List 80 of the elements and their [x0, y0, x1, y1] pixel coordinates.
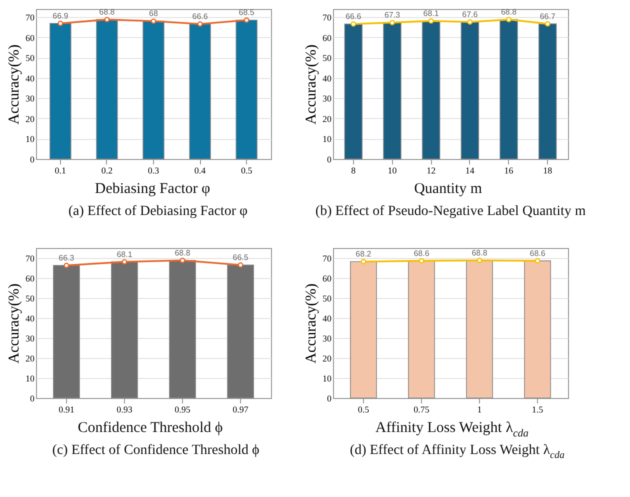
y-tick-label: 10 [322, 134, 332, 144]
data-label: 68.6 [414, 248, 430, 258]
x-tick-label: 0.93 [116, 404, 133, 414]
data-label: 68.8 [472, 248, 488, 258]
y-axis-title: Accuracy(%) [6, 284, 22, 364]
data-label: 66.6 [346, 12, 362, 21]
data-label: 67.6 [462, 10, 478, 19]
x-tick-label: 16 [504, 166, 514, 176]
x-tick-label: 8 [351, 166, 356, 176]
y-tick-label: 20 [26, 354, 35, 364]
y-tick-label: 70 [26, 254, 35, 264]
data-label: 66.3 [58, 253, 75, 262]
y-tick-label: 40 [26, 314, 35, 324]
x-tick-label: 0.5 [358, 404, 370, 414]
x-tick-label: 0.2 [101, 166, 113, 176]
y-tick-label: 70 [322, 254, 332, 264]
y-tick-label: 40 [322, 314, 332, 324]
y-tick-label: 30 [322, 94, 332, 104]
text: (c) Effect of Confidence Threshold ϕ [52, 443, 260, 458]
x-tick-label: 1.5 [532, 404, 544, 414]
x-tick-label: 18 [543, 166, 553, 176]
y-tick-label: 30 [26, 94, 35, 104]
y-tick-label: 50 [322, 294, 332, 304]
data-label: 67.3 [384, 10, 401, 20]
text: (b) Effect of Pseudo-Negative Label Quantity m [315, 204, 586, 219]
x-tick-label: 10 [388, 166, 398, 176]
y-tick-label: 60 [26, 274, 35, 284]
y-axis-title: Accuracy(%) [304, 44, 320, 124]
y-axis-title: Accuracy(%) [6, 44, 22, 124]
x-tick-label: 1 [477, 404, 482, 414]
y-tick-label: 70 [322, 12, 332, 23]
y-tick-label: 30 [322, 334, 332, 344]
x-tick-label: 0.4 [194, 166, 206, 176]
x-tick-label: 0.97 [232, 404, 249, 414]
y-axis-title: Accuracy(%) [304, 284, 320, 364]
data-label: 68.8 [174, 248, 191, 258]
y-tick-label: 60 [26, 32, 35, 43]
y-tick-label: 60 [322, 274, 332, 284]
y-tick-label: 0 [327, 154, 332, 164]
data-label: 68.1 [116, 250, 133, 259]
x-axis-title: Quantity m [414, 181, 482, 197]
y-tick-label: 10 [26, 134, 35, 144]
data-label: 68 [149, 9, 158, 18]
y-tick-label: 30 [26, 334, 35, 344]
x-axis-title: Debiasing Factor φ [94, 181, 211, 197]
y-tick-label: 0 [30, 154, 35, 164]
data-label: 68.8 [500, 8, 518, 17]
data-label: 68.8 [99, 8, 116, 17]
y-tick-label: 0 [327, 394, 332, 404]
x-tick-label: 12 [426, 166, 436, 176]
y-tick-label: 20 [26, 114, 35, 124]
y-tick-label: 70 [26, 12, 35, 23]
y-tick-label: 10 [26, 374, 35, 384]
data-label: 66.6 [192, 12, 208, 21]
x-tick-label: 0.91 [58, 404, 74, 414]
x-axis-title: Confidence Threshold ϕ [78, 420, 223, 436]
y-tick-label: 50 [322, 53, 332, 64]
data-label: 66.7 [540, 12, 556, 21]
x-tick-label: 0.75 [414, 404, 430, 414]
data-label: 68.2 [356, 250, 372, 259]
data-label: 68.1 [423, 8, 440, 18]
y-tick-label: 10 [322, 374, 332, 384]
text: (a) Effect of Debiasing Factor φ [68, 204, 248, 219]
y-tick-label: 50 [26, 294, 35, 304]
data-label: 68.5 [238, 8, 255, 18]
x-tick-label: 0.1 [54, 166, 66, 176]
y-tick-label: 20 [322, 114, 332, 124]
y-tick-label: 40 [26, 73, 35, 84]
x-tick-label: 0.3 [148, 166, 160, 176]
y-tick-label: 50 [26, 53, 35, 64]
y-tick-label: 20 [322, 354, 332, 364]
y-tick-label: 0 [30, 394, 35, 404]
x-tick-label: 0.5 [240, 166, 253, 176]
data-label: 66.9 [52, 11, 69, 20]
y-tick-label: 60 [322, 32, 332, 43]
y-tick-label: 40 [322, 73, 332, 84]
x-tick-label: 14 [465, 166, 475, 176]
data-label: 68.6 [530, 248, 546, 258]
data-label: 66.5 [232, 253, 249, 262]
x-tick-label: 0.95 [174, 404, 191, 414]
